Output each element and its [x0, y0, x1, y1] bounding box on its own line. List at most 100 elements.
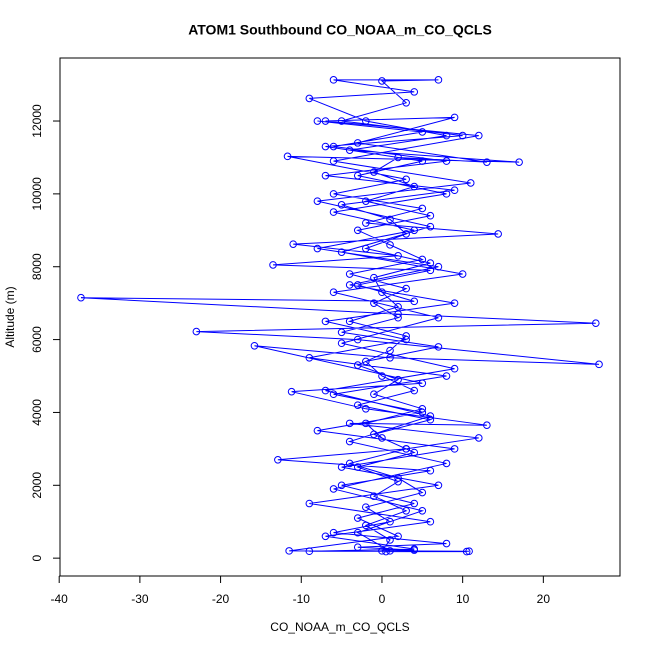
- data-point: [410, 386, 419, 395]
- data-point: [418, 506, 427, 515]
- data-point: [402, 332, 410, 340]
- data-point: [274, 455, 282, 464]
- data-point: [386, 353, 394, 362]
- data-point: [289, 240, 297, 248]
- data-point: [321, 317, 330, 326]
- data-point: [192, 327, 201, 336]
- data-point: [329, 76, 338, 84]
- x-tick-label: 20: [537, 592, 551, 606]
- data-point: [402, 230, 410, 238]
- data-point: [329, 288, 338, 297]
- data-point: [329, 208, 338, 216]
- data-point: [345, 459, 354, 468]
- data-point: [426, 466, 435, 475]
- data-point: [370, 492, 378, 501]
- data-point: [378, 434, 386, 442]
- data-point: [353, 171, 362, 180]
- data-point: [394, 310, 402, 318]
- data-point: [345, 281, 354, 289]
- data-point: [426, 222, 435, 231]
- data-point: [410, 297, 419, 306]
- data-point: [362, 117, 370, 125]
- data-point: [345, 270, 354, 278]
- data-point: [402, 335, 410, 344]
- data-point: [426, 517, 435, 526]
- data-point: [386, 215, 394, 224]
- data-point: [321, 142, 330, 151]
- data-point: [345, 146, 354, 154]
- data-point: [313, 117, 322, 125]
- data-point: [426, 266, 435, 275]
- data-point: [474, 131, 483, 140]
- data-point: [287, 387, 296, 396]
- data-point: [345, 317, 354, 326]
- data-point: [450, 445, 459, 453]
- data-point: [483, 158, 491, 166]
- data-point: [370, 168, 378, 176]
- data-point: [337, 339, 346, 348]
- data-point: [329, 390, 338, 399]
- data-point: [402, 175, 410, 184]
- y-tick-label: 10000: [30, 177, 44, 211]
- data-point: [450, 186, 459, 195]
- data-point: [394, 477, 402, 486]
- data-point: [370, 273, 378, 282]
- data-point: [337, 481, 346, 490]
- data-point: [394, 252, 402, 260]
- data-point: [418, 404, 427, 413]
- data-point: [442, 131, 451, 140]
- data-point: [337, 117, 346, 125]
- data-point: [378, 288, 386, 297]
- data-point: [305, 353, 314, 362]
- data-point: [418, 204, 427, 213]
- data-point: [353, 335, 362, 344]
- data-point: [410, 546, 419, 554]
- y-tick-label: 2000: [30, 472, 44, 499]
- chart-title: ATOM1 Southbound CO_NOAA_m_CO_QCLS: [188, 22, 492, 38]
- data-point: [418, 379, 427, 388]
- data-point: [426, 412, 435, 420]
- data-point: [329, 142, 338, 151]
- data-point: [362, 197, 370, 205]
- data-point: [269, 261, 277, 269]
- data-point: [402, 445, 410, 453]
- data-point: [462, 547, 471, 556]
- data-point: [382, 547, 390, 556]
- data-point: [466, 179, 475, 187]
- data-point: [410, 226, 419, 235]
- data-point: [362, 404, 370, 413]
- data-point: [465, 547, 473, 556]
- x-axis-label: CO_NOAA_m_CO_QCLS: [270, 620, 409, 634]
- x-tick-label: -10: [293, 592, 311, 606]
- data-point: [394, 375, 402, 384]
- data-point: [458, 131, 467, 140]
- data-point: [353, 514, 362, 522]
- data-point: [434, 76, 443, 84]
- data-point: [329, 485, 338, 493]
- data-point: [329, 157, 338, 165]
- data-point: [370, 430, 378, 439]
- data-point: [434, 481, 443, 490]
- data-point: [283, 152, 292, 161]
- data-point: [450, 364, 459, 373]
- data-point: [434, 343, 443, 351]
- data-point: [337, 328, 346, 337]
- data-point: [353, 401, 362, 409]
- data-point: [77, 293, 85, 302]
- data-point: [591, 319, 600, 327]
- data-point: [362, 503, 370, 511]
- data-point: [474, 434, 483, 442]
- data-point: [442, 459, 451, 468]
- data-point: [353, 361, 362, 369]
- data-point: [410, 448, 419, 457]
- data-point: [394, 153, 402, 162]
- data-point: [353, 139, 362, 147]
- data-point: [337, 248, 346, 256]
- data-point: [362, 521, 370, 530]
- data-point: [394, 532, 402, 541]
- data-point: [353, 528, 362, 537]
- data-point: [378, 547, 386, 555]
- data-point: [410, 499, 419, 508]
- data-point: [418, 408, 427, 417]
- data-point: [426, 211, 435, 220]
